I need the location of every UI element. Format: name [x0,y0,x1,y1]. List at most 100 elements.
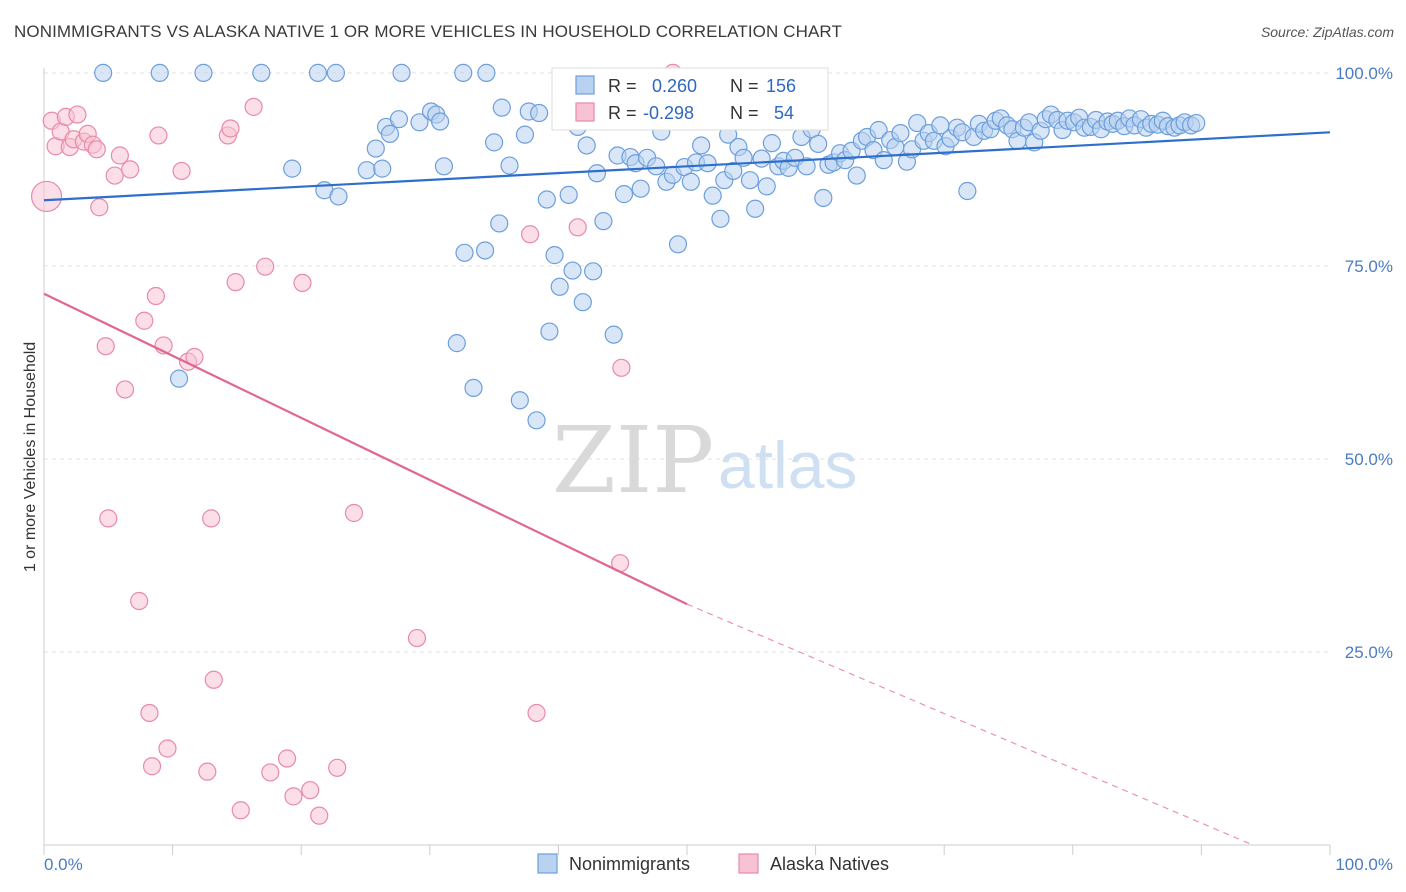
trend-lines [43,131,1331,846]
nonimmigrants-point [434,157,454,176]
alaska-natives-point [149,126,168,145]
bottom-legend-label: Nonimmigrants [569,854,690,874]
legend-r-value: -0.298 [643,103,694,123]
nonimmigrants-point [740,171,760,190]
nonimmigrants-point [464,378,483,398]
nonimmigrants-point [447,334,466,353]
alaska-natives-point [130,591,149,611]
nonimmigrants-point [594,212,613,231]
alaska-natives-point [142,757,162,776]
alaska-natives-point [158,739,177,758]
nonimmigrants-point [746,199,765,218]
nonimmigrants-point [703,186,722,205]
nonimmigrants-point [326,63,346,82]
nonimmigrants-point [475,241,495,260]
watermark-atlas: atlas [718,428,857,502]
legend-r-value: 0.260 [652,76,697,96]
nonimmigrants-point [550,277,569,296]
nonimmigrants-point [563,261,582,280]
nonimmigrants-point [430,112,450,131]
nonimmigrants-point [797,157,816,176]
nonimmigrants-point [908,113,927,133]
nonimmigrants-point [874,151,893,170]
y-tick-label: 100.0% [1335,64,1393,83]
legend-n-label: N = [730,103,759,123]
bottom-legend-label: Alaska Natives [770,854,889,874]
nonimmigrants-point [573,293,592,312]
nonimmigrants-point [814,188,833,208]
nonimmigrants-point [515,125,535,144]
nonimmigrants-point [584,262,603,281]
alaska-natives-point [198,762,217,781]
alaska-natives-trend-extension [686,603,1254,846]
alaska-natives-point [293,273,312,292]
chart-title: NONIMMIGRANTS VS ALASKA NATIVE 1 OR MORE… [14,22,842,41]
nonimmigrants-point [169,369,189,388]
nonimmigrants-point [410,113,429,132]
y-tick-label: 25.0% [1345,643,1393,662]
alaska-natives-point [277,749,297,768]
nonimmigrants-point [510,391,529,410]
nonimmigrants-trend-line [43,131,1331,202]
alaska-natives-point [256,257,275,276]
nonimmigrants-point [477,63,496,82]
alaska-natives-point [231,801,250,820]
nonimmigrants-point [485,133,504,152]
y-tick-labels: 25.0% 50.0% 75.0% 100.0% [1335,64,1393,662]
nonimmigrants-point [545,246,564,265]
watermark: ZIP atlas [552,407,857,514]
alaska-natives-point [328,758,347,777]
alaska-natives-point [87,140,106,159]
nonimmigrants-point [389,110,409,129]
nonimmigrants-point [366,139,385,158]
nonimmigrants-point [869,120,888,140]
nonimmigrants-point [329,187,348,206]
nonimmigrants-point [668,235,688,254]
nonimmigrants-point [559,185,578,204]
alaska-natives-point [135,311,154,330]
nonimmigrants-point [1187,113,1206,133]
alaska-natives-point [68,105,87,124]
alaska-natives-point [221,119,240,138]
legend-r-label: R = [608,103,637,123]
nonimmigrants-point [283,159,302,178]
nonimmigrants-point [308,63,328,82]
alaska-natives-point [301,781,320,800]
nonimmigrants-point [847,166,866,185]
nonimmigrants-point [958,181,977,201]
nonimmigrants-point [380,124,400,143]
grid-lines [44,72,1330,653]
alaska-natives-point [99,509,118,528]
nonimmigrants-point [530,103,549,123]
alaska-natives-point [140,703,159,723]
y-axis-title: 1 or more Vehicles in Household [22,342,39,572]
alaska-natives-point [226,273,245,292]
nonimmigrants-point [711,209,730,228]
nonimmigrants-point [454,63,473,82]
nonimmigrants-point [587,164,607,183]
alaska-natives-point [344,503,364,523]
nonimmigrants-point [762,134,781,153]
alaska-natives-point [261,763,280,782]
alaska-natives-point [110,146,129,165]
nonimmigrants-point [455,243,474,262]
alaska-natives-point [521,225,540,244]
bottom-legend-swatch-alaska-natives [738,853,759,874]
alaska-natives-point [202,509,221,528]
bottom-legend-swatch-nonimmigrants [537,853,558,874]
legend-n-label: N = [730,76,759,96]
alaska-natives-point [96,337,115,356]
x-tick-label: 100.0% [1335,855,1393,874]
nonimmigrants-point [392,63,411,82]
nonimmigrants-point [809,134,828,154]
nonimmigrants-point [681,172,700,191]
legend-r-label: R = [608,76,637,96]
x-tick-label: 0.0% [44,855,83,874]
nonimmigrants-point [698,154,717,173]
nonimmigrants-point [492,98,511,117]
alaska-natives-point [527,703,546,723]
x-tick-labels: 0.0% 100.0% [44,855,1393,874]
alaska-natives-point [204,670,223,689]
alaska-natives-point [121,160,140,179]
alaska-natives-point [612,358,631,377]
